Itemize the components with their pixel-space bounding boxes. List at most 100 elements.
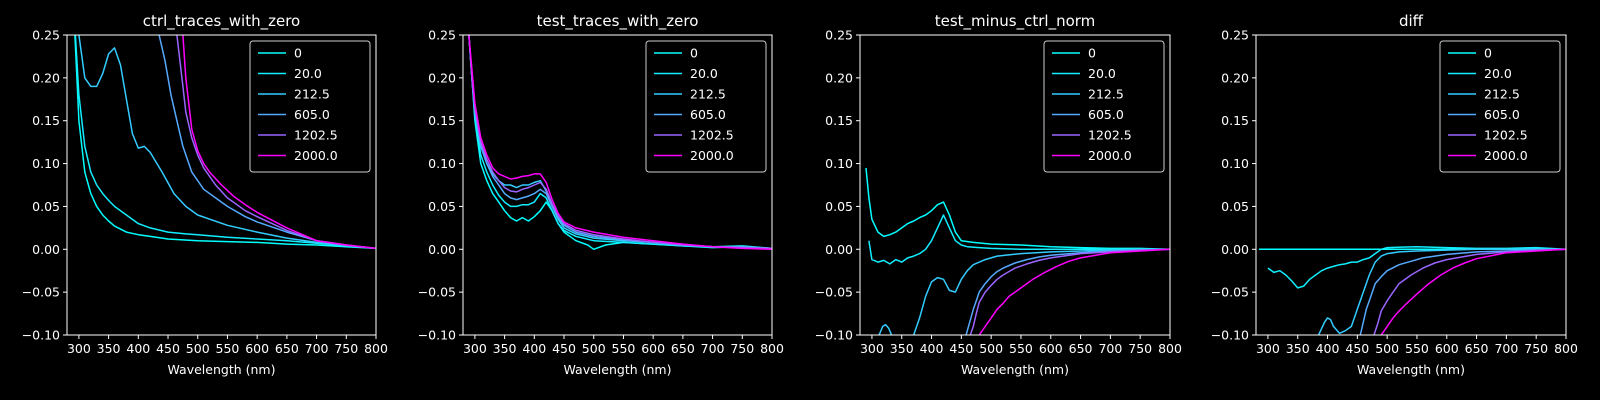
series-line-2000.0 (182, 35, 376, 250)
series-line-0 (865, 167, 1170, 251)
y-tick-label: −0.05 (815, 285, 853, 300)
series-line-212.5 (78, 35, 376, 250)
y-tick-label: 0.20 (32, 70, 60, 85)
x-tick-label: 800 (1158, 341, 1182, 356)
x-tick-label: 750 (1128, 341, 1152, 356)
legend: 0 20.0 212.5 605.0 1202.5 2000.0 (1439, 40, 1561, 173)
x-tick-label: 650 (1465, 341, 1489, 356)
y-tick-label: 0.20 (428, 70, 456, 85)
y-tick-label: 0.20 (825, 70, 853, 85)
axes-frame (1255, 34, 1567, 336)
legend: 0 20.0 212.5 605.0 1202.5 2000.0 (1043, 40, 1165, 173)
series-line-2000.0 (978, 248, 1170, 335)
y-tick-label: 0.10 (825, 156, 853, 171)
x-tick-label: 550 (1009, 341, 1033, 356)
chart-panel-2: −0.10 −0.05 0.00 0.05 0.10 0.15 0.20 0.25 300 350… (418, 12, 784, 377)
series-line-2000.0 (1380, 248, 1566, 335)
legend-entry: 605.0 (294, 107, 330, 122)
legend-entry: 2000.0 (1088, 148, 1132, 163)
y-tick-label: 0.15 (32, 113, 60, 128)
series-group (74, 35, 376, 250)
y-tick-label: 0.20 (1221, 70, 1249, 85)
series-line-1202.5 (969, 248, 1170, 335)
legend-entry: 1202.5 (1484, 128, 1528, 143)
legend-entry: 212.5 (294, 87, 330, 102)
y-tick-label: 0.05 (1221, 199, 1249, 214)
x-tick-label: 800 (760, 341, 784, 356)
y-tick-label: 0.10 (428, 156, 456, 171)
y-tick-label: −0.10 (22, 328, 60, 343)
series-line-1202.5 (1373, 248, 1566, 335)
chart-title: diff (1399, 12, 1424, 30)
series-line-1202.5 (468, 35, 772, 250)
legend-entry: 212.5 (1484, 87, 1520, 102)
x-tick-label: 350 (1286, 341, 1310, 356)
series-group (1259, 245, 1566, 335)
series-line-2000.0 (468, 35, 772, 251)
legend-entry: 2000.0 (1484, 148, 1528, 163)
legend-entry: 0 (690, 46, 698, 61)
y-tick-label: 0.10 (32, 156, 60, 171)
x-tick-label: 700 (305, 341, 329, 356)
series-group (865, 167, 1170, 335)
y-tick-label: 0.05 (825, 199, 853, 214)
x-tick-label: 500 (1375, 341, 1399, 356)
y-tick-label: −0.10 (418, 328, 456, 343)
x-tick-label: 450 (949, 341, 973, 356)
x-tick-label: 800 (364, 341, 388, 356)
x-tick-label: 450 (156, 341, 180, 356)
x-tick-label: 500 (582, 341, 606, 356)
x-tick-label: 700 (701, 341, 725, 356)
legend-entry: 20.0 (294, 66, 322, 81)
legend-entry: 0 (294, 46, 302, 61)
axes-frame (859, 34, 1171, 336)
x-tick-label: 500 (186, 341, 210, 356)
y-tick-label: 0.10 (1221, 156, 1249, 171)
y-tick-label: 0.15 (825, 113, 853, 128)
series-line-212.5 (878, 248, 1170, 335)
legend-entry: 1202.5 (690, 128, 734, 143)
y-tick-label: −0.05 (1211, 285, 1249, 300)
y-tick-label: −0.05 (22, 285, 60, 300)
x-tick-label: 300 (67, 341, 91, 356)
x-tick-label: 600 (641, 341, 665, 356)
legend-entry: 20.0 (1088, 66, 1116, 81)
y-tick-label: 0.00 (428, 242, 456, 257)
legend-entry: 212.5 (1088, 87, 1124, 102)
x-tick-label: 500 (979, 341, 1003, 356)
y-tick-label: 0.05 (32, 199, 60, 214)
x-tick-label: 400 (126, 341, 150, 356)
x-axis-label: Wavelength (nm) (564, 362, 672, 377)
x-tick-label: 400 (1316, 341, 1340, 356)
y-tick-label: 0.00 (1221, 242, 1249, 257)
x-tick-label: 750 (334, 341, 358, 356)
series-line-0 (74, 35, 376, 250)
y-tick-label: 0.00 (825, 242, 853, 257)
x-tick-label: 400 (522, 341, 546, 356)
chart-panel-4: −0.10 −0.05 0.00 0.05 0.10 0.15 0.20 0.25 300 350… (1211, 12, 1578, 377)
series-line-212.5 (1317, 248, 1566, 335)
chart-panel-3: −0.10 −0.05 0.00 0.05 0.10 0.15 0.20 0.25 300 350… (815, 12, 1182, 377)
legend: 0 20.0 212.5 605.0 1202.5 2000.0 (249, 40, 371, 173)
x-tick-label: 400 (920, 341, 944, 356)
x-axis-label: Wavelength (nm) (1357, 362, 1465, 377)
legend-entry: 2000.0 (294, 148, 338, 163)
series-line-20.0 (868, 214, 1170, 265)
x-axis-label: Wavelength (nm) (168, 362, 276, 377)
legend-entry: 20.0 (690, 66, 718, 81)
legend-entry: 605.0 (1484, 107, 1520, 122)
legend-entry: 1202.5 (294, 128, 338, 143)
x-tick-label: 450 (1345, 341, 1369, 356)
y-tick-label: −0.10 (815, 328, 853, 343)
series-line-20.0 (468, 35, 772, 250)
x-tick-label: 650 (671, 341, 695, 356)
legend: 0 20.0 212.5 605.0 1202.5 2000.0 (645, 40, 767, 173)
x-tick-label: 700 (1494, 341, 1518, 356)
series-line-605.0 (965, 248, 1170, 335)
x-tick-label: 600 (1435, 341, 1459, 356)
legend-entry: 605.0 (690, 107, 726, 122)
y-tick-label: 0.25 (825, 28, 853, 43)
series-line-605.0 (1359, 248, 1566, 335)
x-tick-label: 350 (493, 341, 517, 356)
